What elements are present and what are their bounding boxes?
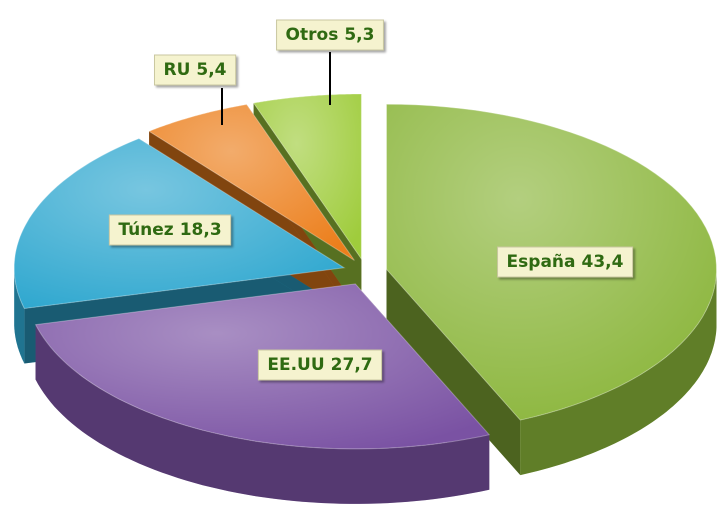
- data-label: Otros 5,3: [276, 19, 384, 51]
- slice-highlight: [149, 104, 355, 261]
- category-label: EE.UU: [267, 355, 324, 375]
- label-text: EE.UU 27,7: [267, 355, 372, 375]
- data-label: RU 5,4: [153, 54, 237, 86]
- label-text: Túnez 18,3: [118, 220, 221, 240]
- slice-side-shade: [35, 324, 490, 504]
- label-box: [108, 214, 232, 246]
- label-text: Otros 5,3: [286, 25, 375, 45]
- value-label: 27,7: [331, 355, 373, 375]
- label-box: [257, 349, 383, 381]
- data-label: Túnez 18,3: [108, 214, 232, 246]
- slice-side: [35, 324, 490, 504]
- label-box: [153, 54, 237, 86]
- slice-side-shade: [14, 267, 25, 364]
- slice-wall-shade: [386, 269, 521, 476]
- slice-side-shade: [520, 269, 717, 476]
- slice-side: [520, 269, 717, 476]
- value-label: 5,4: [196, 60, 226, 80]
- label-box: [497, 246, 634, 278]
- category-label: España: [507, 252, 576, 272]
- value-label: 5,3: [344, 25, 374, 45]
- slice-highlight: [253, 94, 362, 259]
- slice-wall: [386, 269, 521, 476]
- slice-side: [14, 267, 25, 364]
- category-label: Otros: [286, 25, 339, 45]
- data-label: España 43,4: [497, 246, 634, 278]
- value-label: 43,4: [582, 252, 624, 272]
- label-box: [276, 19, 384, 51]
- value-label: 18,3: [180, 220, 222, 240]
- category-label: Túnez: [118, 220, 173, 240]
- label-text: RU 5,4: [163, 60, 226, 80]
- data-label: EE.UU 27,7: [257, 349, 383, 381]
- category-label: RU: [163, 60, 190, 80]
- label-text: España 43,4: [507, 252, 624, 272]
